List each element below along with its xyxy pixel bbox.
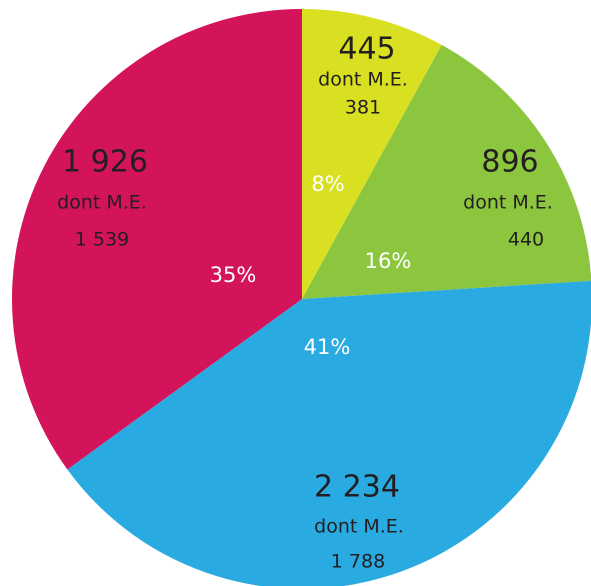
percent-label: 16% (365, 249, 412, 273)
count-label: 896 (481, 145, 538, 180)
count-label: 445 (338, 32, 395, 67)
sub-label: dont M.E. (57, 192, 147, 214)
sub-count-label: 381 (345, 97, 381, 119)
percent-label: 35% (210, 263, 257, 287)
pie-slice (67, 280, 591, 586)
sub-label: dont M.E. (318, 69, 408, 91)
pie-slice (11, 9, 303, 470)
sub-count-label: 1 539 (75, 229, 129, 251)
count-label: 2 234 (314, 470, 400, 505)
sub-count-label: 440 (508, 229, 544, 251)
sub-label: dont M.E. (314, 516, 404, 538)
pie-slice (302, 44, 591, 299)
percent-label: 8% (311, 172, 344, 196)
sub-count-label: 1 788 (331, 551, 385, 573)
sub-label: dont M.E. (463, 192, 553, 214)
count-label: 1 926 (62, 145, 148, 180)
pie-slice (302, 9, 442, 299)
percent-label: 41% (304, 335, 351, 359)
